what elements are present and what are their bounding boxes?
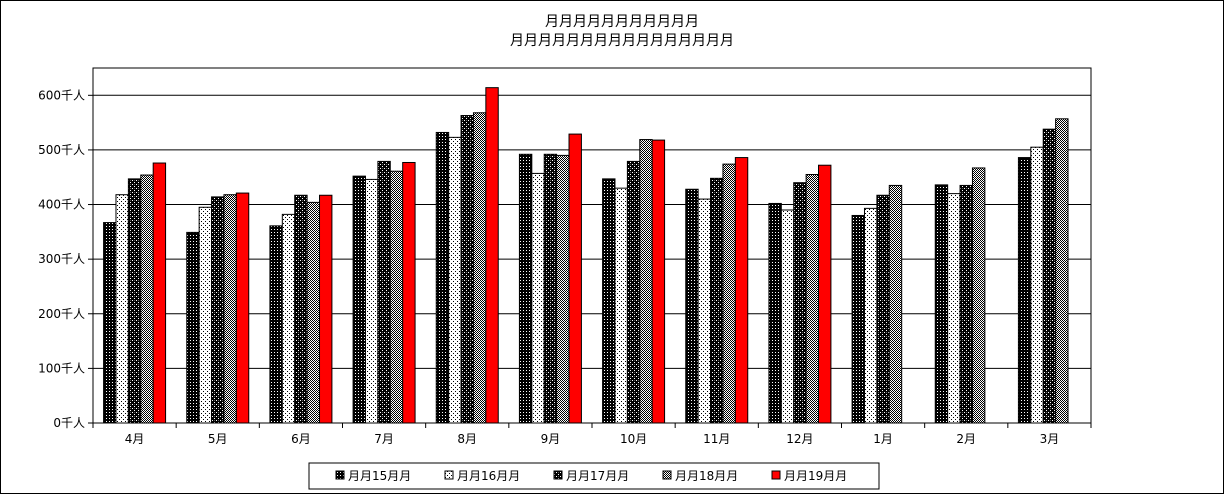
bar: [793, 182, 807, 424]
bar: [364, 178, 379, 424]
bar: [651, 139, 666, 424]
x-tick-label: 4月: [125, 432, 145, 446]
bar: [556, 154, 570, 424]
bar: [294, 194, 308, 424]
x-tick-label: 3月: [1040, 432, 1060, 446]
bar: [211, 196, 225, 424]
bar: [1030, 146, 1044, 424]
bar: [152, 162, 167, 424]
legend-label: 月月15月月: [348, 469, 411, 483]
bar: [306, 201, 321, 424]
y-tick-label: 500千人: [38, 143, 85, 157]
bar: [568, 133, 582, 424]
bar: [1055, 118, 1069, 424]
bar: [543, 153, 558, 424]
bar: [876, 194, 890, 424]
legend-label: 月月19月月: [784, 469, 847, 483]
legend-box: [308, 462, 880, 490]
y-tick-label: 100千人: [38, 361, 85, 375]
x-tick-label: 6月: [291, 432, 311, 446]
x-tick-label: 10月: [620, 432, 647, 446]
y-axis: 0千人 100千人 200千人 300千人 400千人 500千人 600千人: [38, 88, 93, 430]
bar: [971, 167, 986, 424]
bar: [198, 206, 213, 424]
bar: [1017, 157, 1032, 424]
legend-swatch: [335, 470, 345, 480]
bar: [127, 178, 142, 424]
legend-label: 月月17月月: [566, 469, 629, 483]
bar: [639, 139, 653, 424]
y-tick-label: 600千人: [38, 88, 85, 102]
y-tick-label: 0千人: [53, 416, 85, 430]
bar: [472, 112, 487, 424]
gridlines: [93, 94, 1091, 369]
legend-label: 月月16月月: [457, 469, 520, 483]
bar: [710, 177, 724, 424]
x-tick-label: 7月: [374, 432, 394, 446]
bar: [223, 194, 237, 424]
bar: [103, 222, 117, 424]
x-tick-label: 2月: [956, 432, 976, 446]
chart-title-line-1: 月月月月月月月月月月月: [545, 14, 699, 30]
bar: [448, 136, 462, 424]
bar: [697, 198, 712, 424]
bar: [805, 174, 820, 424]
bars: [103, 87, 1069, 424]
x-tick-label: 12月: [786, 432, 813, 446]
bar: [269, 225, 283, 424]
x-tick-label: 8月: [457, 432, 477, 446]
bar: [402, 161, 416, 424]
x-tick-label: 5月: [208, 432, 228, 446]
bar: [851, 214, 865, 424]
bar: [734, 157, 749, 424]
bar: [281, 213, 296, 424]
bar: [319, 194, 333, 424]
legend-swatch: [771, 470, 781, 480]
bar: [947, 193, 961, 424]
x-tick-label: 1月: [873, 432, 893, 446]
bar: [626, 160, 641, 424]
bar: [460, 115, 474, 424]
bar: [934, 184, 949, 424]
bar: [863, 207, 878, 424]
legend: 月月15月月 月月16月月 月月17月月 月月18月月 月月19月月: [308, 462, 880, 490]
y-tick-label: 300千人: [38, 252, 85, 266]
bar: [389, 170, 404, 424]
legend-swatch: [444, 470, 454, 480]
x-tick-label: 11月: [703, 432, 730, 446]
bar: [186, 231, 200, 424]
bar: [1042, 128, 1057, 424]
bar: [602, 178, 616, 424]
bar: [780, 209, 795, 424]
x-tick-label: 9月: [541, 432, 561, 446]
bar: [485, 87, 499, 424]
bar: [614, 187, 628, 424]
bar: [531, 172, 545, 424]
bar: [352, 175, 366, 424]
chart-title-line-2: 月月月月月月月月月月月月月月月月: [510, 33, 734, 49]
bar: [435, 131, 450, 424]
bar: [818, 164, 832, 424]
y-tick-label: 200千人: [38, 307, 85, 321]
bar: [722, 163, 736, 424]
bar: [768, 202, 782, 424]
legend-swatch: [553, 470, 563, 480]
plot-area: [92, 67, 1092, 424]
legend-swatch: [662, 470, 672, 480]
x-axis: 4月 5月 6月 7月 8月 9月 10月 11月 12月 1月 2月 3月: [92, 423, 1092, 446]
bar: [685, 188, 699, 424]
bar: [377, 160, 391, 424]
bar: [959, 184, 973, 424]
bar: [115, 194, 129, 424]
bar: [518, 153, 533, 424]
bar: [140, 174, 154, 424]
y-tick-label: 400千人: [38, 198, 85, 212]
legend-label: 月月18月月: [675, 469, 738, 483]
bar: [888, 184, 903, 424]
bar: [235, 192, 250, 424]
